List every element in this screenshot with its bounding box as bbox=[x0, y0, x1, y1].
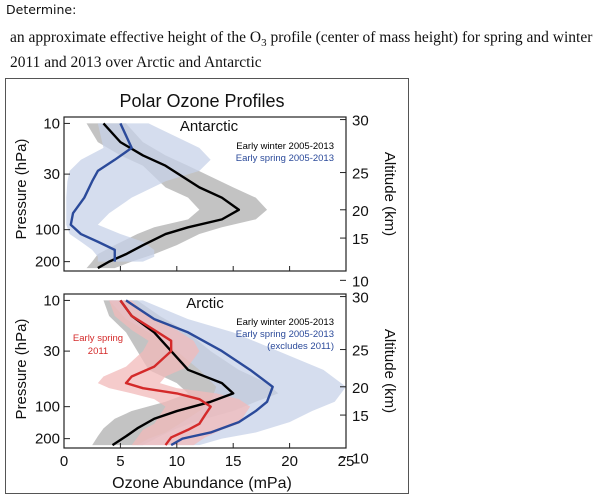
legend-entry: Early spring 2005-2013 bbox=[236, 153, 334, 164]
altitude-tick-label: 30 bbox=[352, 113, 369, 130]
annotation-label: Early spring bbox=[73, 333, 123, 344]
x-tick-label: 0 bbox=[60, 453, 68, 470]
y-axis-left-label-top: Pressure (hPa) bbox=[13, 139, 30, 240]
pressure-tick-label: 30 bbox=[43, 343, 60, 360]
x-axis-label: Ozone Abundance (mPa) bbox=[112, 475, 292, 492]
question-subscript: 3 bbox=[261, 37, 267, 50]
question-text-line2: 2011 and 2013 over Arctic and Antarctic bbox=[10, 54, 262, 72]
pressure-tick-label: 200 bbox=[35, 431, 60, 448]
pressure-tick-label: 30 bbox=[43, 166, 60, 183]
legend-entry: Early spring 2005-2013 bbox=[236, 329, 334, 340]
profile-line bbox=[97, 122, 241, 270]
altitude-tick-label: 10 bbox=[352, 273, 369, 290]
x-tick-label: 5 bbox=[116, 453, 124, 470]
altitude-tick-label: 20 bbox=[352, 203, 369, 220]
profile-line bbox=[119, 299, 212, 446]
x-tick-label: 20 bbox=[281, 453, 298, 470]
range-band-red bbox=[97, 300, 251, 446]
annotation-label: 2011 bbox=[88, 346, 108, 357]
question-text-part2: profile (center of mass height) for spri… bbox=[266, 29, 593, 46]
figure-title: Polar Ozone Profiles bbox=[119, 91, 284, 111]
range-band-blue bbox=[66, 123, 211, 262]
panel-frame bbox=[63, 293, 347, 449]
pressure-tick-label: 100 bbox=[35, 399, 60, 416]
panel-antarctic: 10 30 100 200 30 25 20 15 10 Antarctic Early winte… bbox=[35, 113, 369, 291]
altitude-tick-label: 30 bbox=[352, 290, 369, 307]
altitude-tick-label: 15 bbox=[352, 408, 369, 425]
pressure-tick-label: 100 bbox=[35, 222, 60, 239]
x-tick-label: 25 bbox=[338, 453, 355, 470]
ozone-profiles-figure: Polar Ozone Profiles Ozone Abundance (mP… bbox=[13, 91, 398, 492]
altitude-tick-label: 10 bbox=[352, 450, 369, 467]
altitude-tick-label: 20 bbox=[352, 380, 369, 397]
legend-entry: Early winter 2005-2013 bbox=[236, 317, 334, 328]
panel-title: Antarctic bbox=[180, 118, 239, 135]
question-text-part1: an approximate effective height of the O bbox=[10, 29, 262, 46]
altitude-tick-label: 25 bbox=[352, 343, 369, 360]
profile-line bbox=[69, 122, 133, 262]
y-axis-left-label-bottom: Pressure (hPa) bbox=[13, 319, 30, 420]
profile-line bbox=[111, 299, 235, 447]
question-text: an approximate effective height of the O… bbox=[10, 28, 614, 72]
panel-title: Arctic bbox=[186, 295, 224, 312]
pressure-tick-label: 200 bbox=[35, 254, 60, 271]
y-axis-right-label-bottom: Altitude (km) bbox=[381, 329, 398, 413]
pressure-tick-label: 10 bbox=[43, 292, 60, 309]
x-tick-label: 10 bbox=[168, 453, 185, 470]
panel-frame bbox=[63, 116, 347, 272]
profile-line bbox=[125, 299, 274, 447]
y-axis-right-label-top: Altitude (km) bbox=[381, 152, 398, 236]
altitude-tick-label: 25 bbox=[352, 166, 369, 183]
legend-entry: Early winter 2005-2013 bbox=[236, 141, 334, 152]
pressure-tick-label: 10 bbox=[43, 115, 60, 132]
figure-frame: Polar Ozone Profiles Ozone Abundance (mP… bbox=[5, 78, 409, 494]
prompt-label: Determine: bbox=[6, 2, 77, 17]
legend-entry: (excludes 2011) bbox=[267, 341, 334, 352]
x-tick-label: 15 bbox=[225, 453, 242, 470]
altitude-tick-label: 15 bbox=[352, 231, 369, 248]
